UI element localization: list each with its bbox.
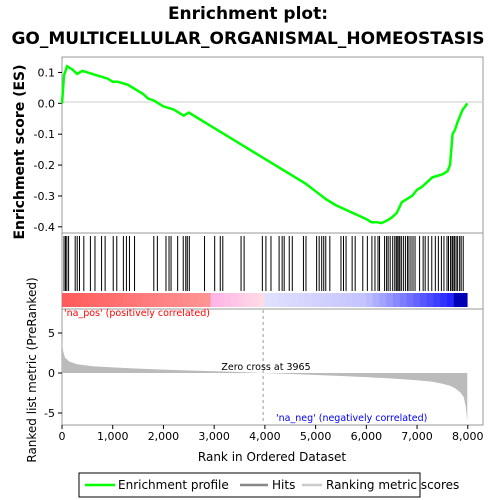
heat-bar-cell [291,293,299,307]
heat-bar-cell [419,293,428,307]
x-tick-label: 3,000 [198,430,230,443]
heat-bar-cell [197,293,205,307]
metric-y-tick-label: 5 [48,327,55,340]
neg-correlated-label: 'na_neg' (negatively correlated) [276,413,427,424]
heat-bar-cell [190,293,198,307]
heat-bar-cell [447,293,455,307]
es-y-tick-label: -0.2 [34,159,55,172]
heat-bar-cell [399,293,407,307]
es-y-tick-label: 0.1 [38,66,56,79]
metric-panel-frame [61,308,484,426]
heat-bar-cell [89,293,97,307]
heat-bar-cell [413,293,421,307]
heat-bar-cell [264,293,272,307]
heat-bar-cell [230,293,238,307]
heat-bar-cell [237,293,245,307]
heat-bar-cell [62,293,70,307]
legend-hits-label: Hits [272,478,295,492]
enrichment-profile-line [60,64,469,225]
metric-y-axis: 5 0 -5 [44,327,62,420]
es-y-tick-label: -0.3 [34,190,55,203]
x-tick-label: 2,000 [148,430,180,443]
heat-bar-cell [149,293,157,307]
heat-bar-cell [68,293,76,307]
heat-bar-cell [183,293,191,307]
x-axis: 0 1,000 2,000 3,000 4,000 5,000 6,000 7,000 8,00… [59,425,484,443]
heat-bar-cell [129,293,137,307]
heat-bar-cell [278,293,286,307]
hits-marks [63,236,464,291]
heat-bar-cell [305,293,313,307]
heat-bar-cell [338,293,346,307]
heat-bar-cell [318,293,326,307]
heat-bar-cell [325,293,333,307]
heat-bar-cell [224,293,232,307]
heat-bar-cell [143,293,151,307]
heat-bar-cell [284,293,292,307]
heat-bar-cell [332,293,340,307]
heat-bar-cell [210,293,218,307]
es-y-axis-label: Enrichment score (ES) [12,64,28,239]
x-tick-label: 5,000 [300,430,332,443]
es-y-tick-label: 0.0 [38,97,56,110]
zero-cross-label: Zero cross at 3965 [221,362,310,373]
heat-bar-cell [440,293,448,307]
heat-bar-cell [82,293,90,307]
heat-bar-cell [251,293,259,307]
metric-y-tick-label: -5 [44,407,55,420]
x-tick-label: 0 [59,430,66,443]
heat-bar-cell [365,293,374,307]
heat-bar-cell [392,293,401,307]
heat-bar-cell [156,293,164,307]
x-axis-label: Rank in Ordered Dataset [198,450,346,464]
heat-bar-cell [406,293,414,307]
heat-bar-cell [163,293,171,307]
metric-y-axis-label: Ranked list metric (PreRanked) [25,277,39,462]
rank-heat-bar [62,293,468,307]
heat-bar-cell [311,293,319,307]
heat-bar-cell [109,293,117,307]
legend-es-label: Enrichment profile [118,478,229,492]
heat-bar-cell [116,293,124,307]
title-line-1: Enrichment plot: [168,4,328,24]
heat-bar-cell [460,293,468,307]
heat-bar-cell [352,293,360,307]
heat-bar-cell [345,293,353,307]
es-y-tick-label: -0.4 [34,221,55,234]
heat-bar-cell [453,293,461,307]
es-y-axis: 0.1 0.0 -0.1 -0.2 -0.3 -0.4 [34,66,62,234]
x-tick-label: 6,000 [351,430,383,443]
x-tick-label: 7,000 [401,430,433,443]
title-line-2: GO_MULTICELLULAR_ORGANISMAL_HOMEOSTASIS [11,29,484,49]
heat-bar-cell [122,293,130,307]
heat-bar-cell [298,293,306,307]
heat-bar-cell [95,293,103,307]
metric-y-tick-label: 0 [48,367,55,380]
x-tick-label: 8,000 [452,430,484,443]
heat-bar-cell [102,293,110,307]
heat-bar-cell [359,293,367,307]
heat-bar-cell [433,293,441,307]
heat-bar-cell [244,293,252,307]
heat-bar-cell [217,293,225,307]
heat-bar-cell [372,293,380,307]
heat-bar-cell [271,293,279,307]
heat-bar-cell [75,293,83,307]
heat-bar-cell [203,293,211,307]
legend-metric-label: Ranking metric scores [326,478,459,492]
heat-bar-cell [176,293,184,307]
heat-bar-cell [257,293,265,307]
pos-correlated-label: 'na_pos' (positively correlated) [64,308,210,319]
es-y-tick-label: -0.1 [34,128,55,141]
x-tick-label: 1,000 [97,430,129,443]
heat-bar-cell [379,293,387,307]
heat-bar-cell [136,293,144,307]
heat-bar-cell [386,293,394,307]
heat-bar-cell [170,293,178,307]
x-tick-label: 4,000 [249,430,281,443]
heat-bar-cell [426,293,434,307]
